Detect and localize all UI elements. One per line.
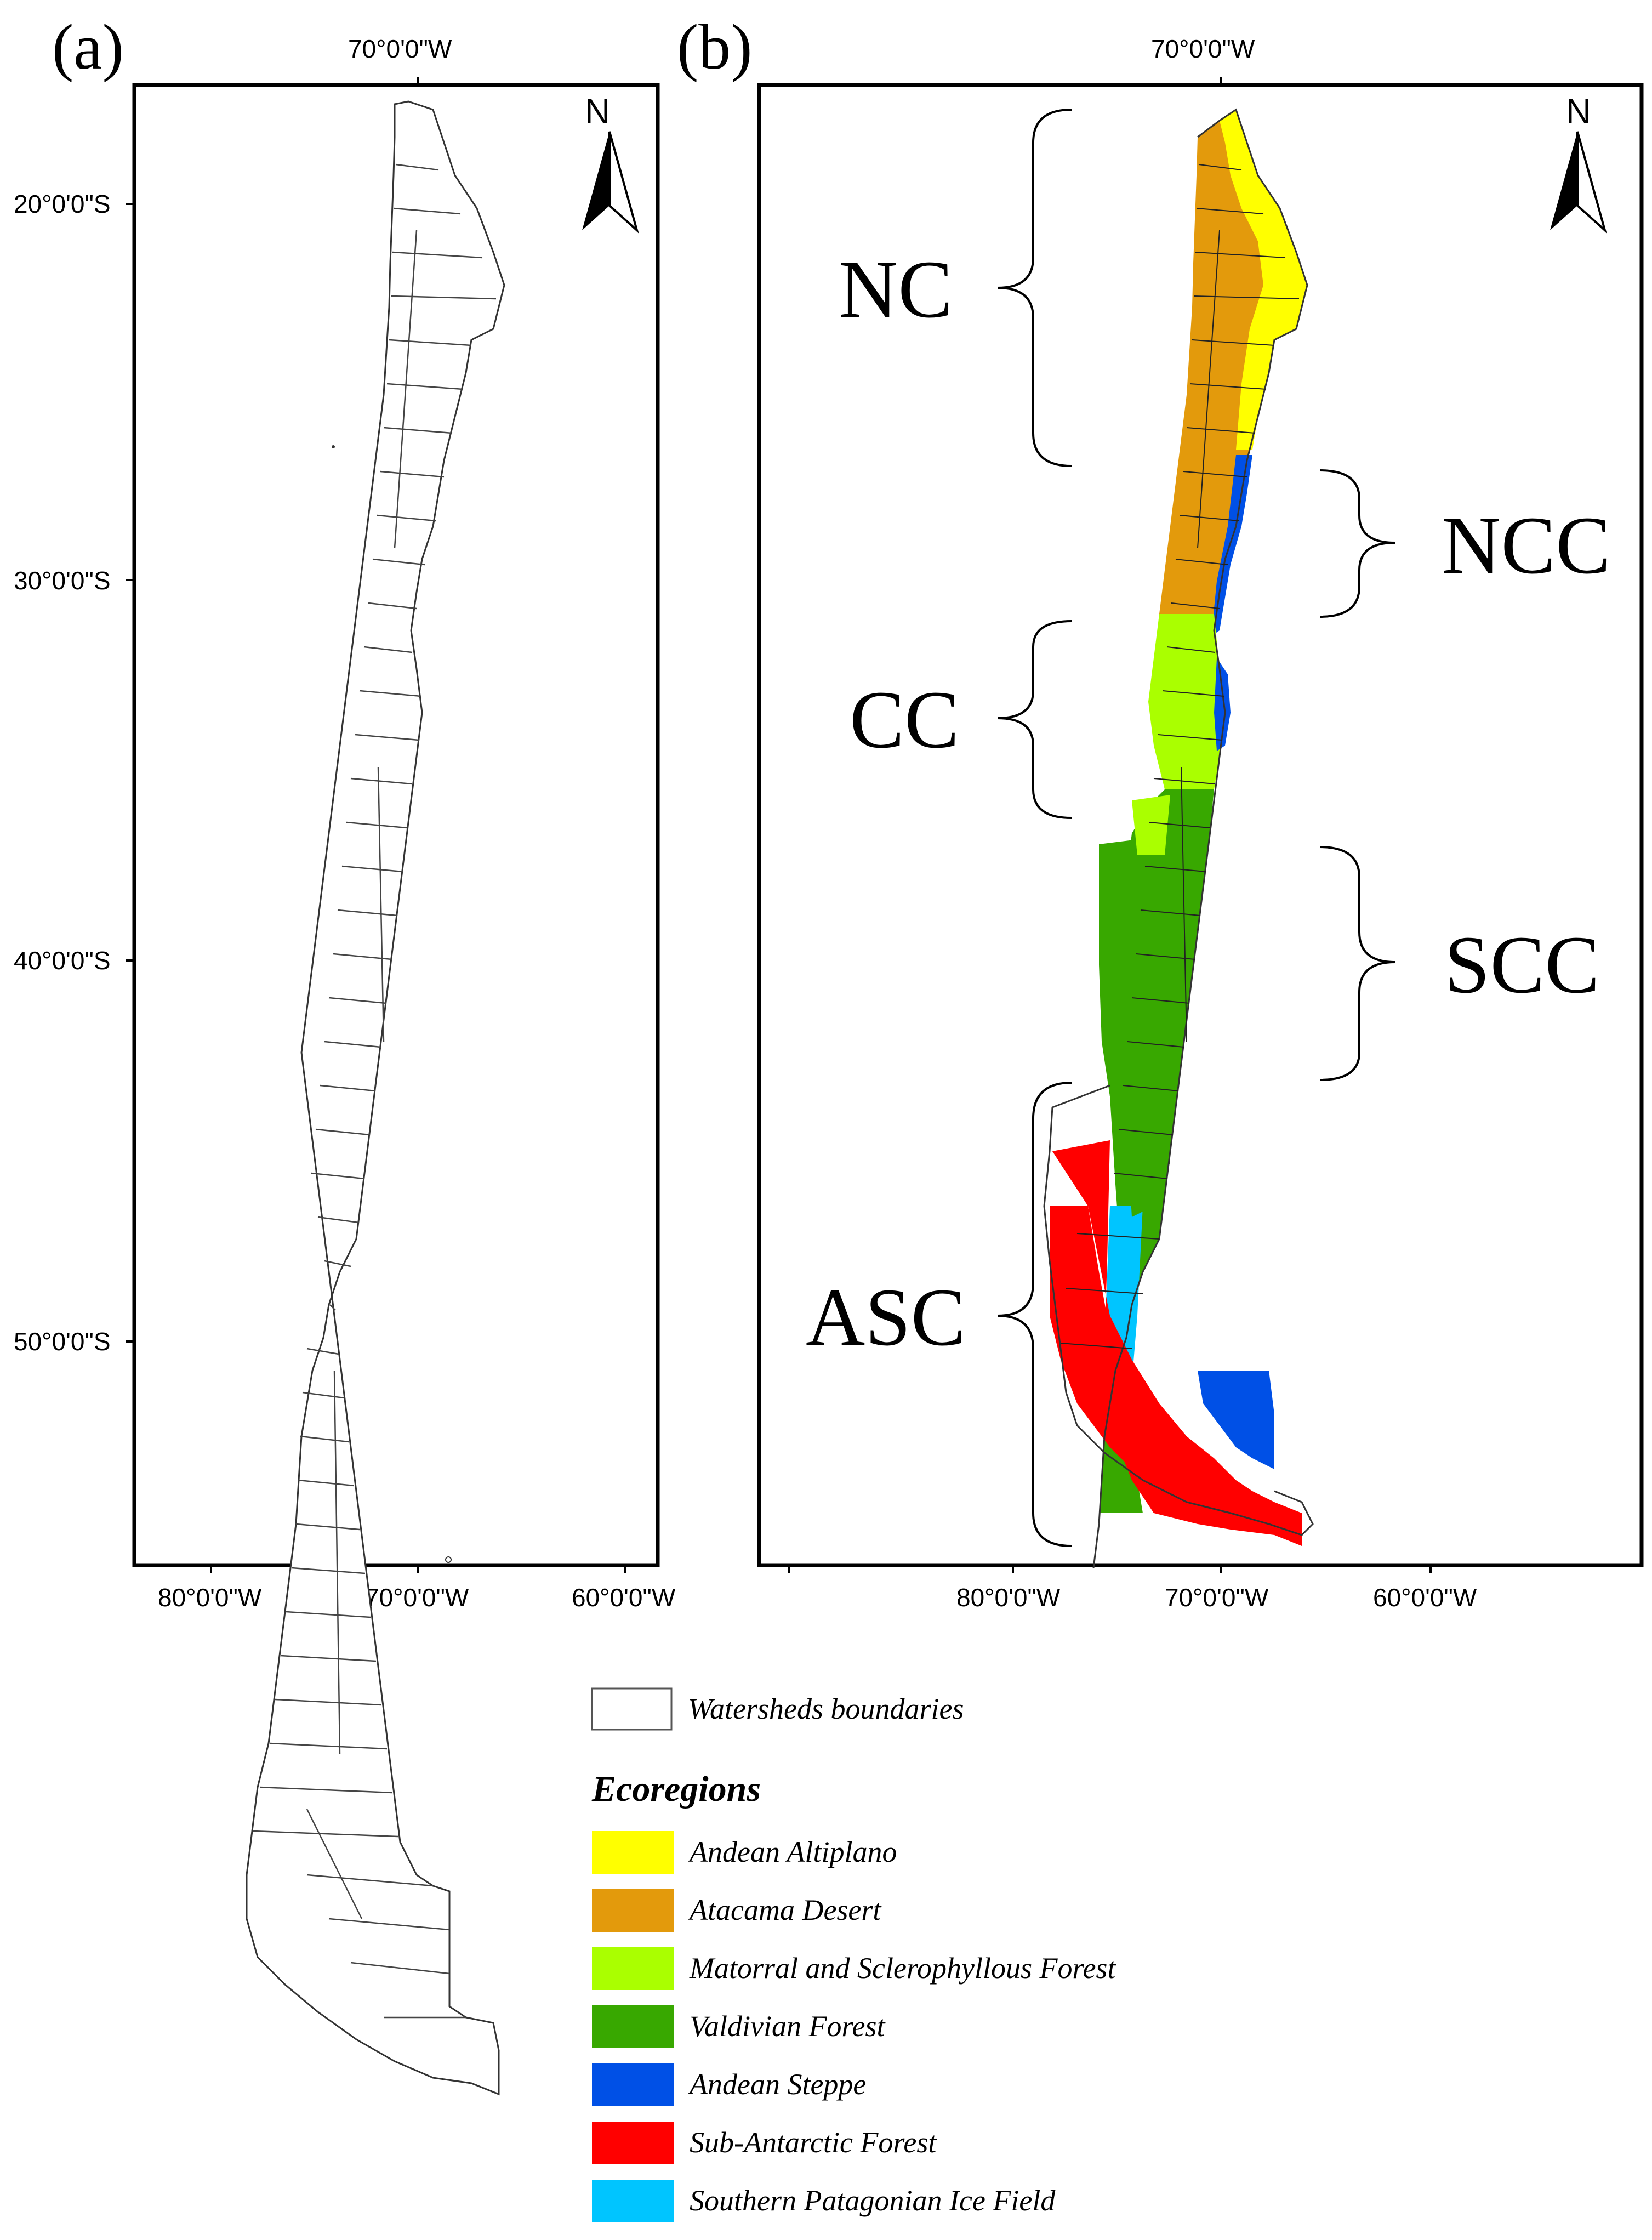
bracket-scc <box>1319 846 1395 1081</box>
panel-a-lon-label-70: 70°0'0"W <box>365 1583 469 1612</box>
panel-b-map <box>1043 108 1314 1568</box>
panel-b-lon-label-80: 80°0'0"W <box>956 1583 1061 1612</box>
legend-item-label-1: Atacama Desert <box>688 1894 882 1926</box>
panel-a-lat-label-40: 40°0'0"S <box>14 946 111 975</box>
panel-a-north-arrow: N <box>582 92 639 234</box>
legend-item-label-5: Sub-Antarctic Forest <box>690 2126 937 2159</box>
legend-item-label-0: Andean Altiplano <box>688 1835 897 1868</box>
zone-label-asc: ASC <box>806 1272 966 1363</box>
panel-a-label: (a) <box>52 11 124 83</box>
legend-swatch-1 <box>592 1889 674 1932</box>
legend-boundary-swatch <box>591 1687 673 1731</box>
region-andean-steppe-south <box>1198 1371 1274 1469</box>
bracket-cc <box>997 620 1072 819</box>
panel-a-lat-label-20: 20°0'0"S <box>14 190 111 218</box>
legend-swatch-2 <box>592 1947 674 1990</box>
panel-b-label: (b) <box>677 11 753 83</box>
legend-title: Ecoregions <box>591 1769 761 1809</box>
panel-a-top-lon-label: 70°0'0"W <box>348 35 452 63</box>
zone-brackets <box>997 109 1395 1547</box>
panel-b-frame <box>757 83 1644 1567</box>
zone-label-cc: CC <box>850 674 959 765</box>
region-andean-steppe-north <box>1211 455 1252 636</box>
north-arrow-label: N <box>585 92 610 131</box>
legend-item-label-3: Valdivian Forest <box>690 2010 886 2043</box>
region-matorral-south <box>1132 795 1170 855</box>
panel-a-frame <box>132 83 660 1567</box>
legend-swatch-5 <box>592 2122 674 2164</box>
panel-a-lon-label-80: 80°0'0"W <box>158 1583 262 1612</box>
legend-swatch-4 <box>592 2063 674 2106</box>
panel-a-lat-label-30: 30°0'0"S <box>14 566 111 595</box>
legend-swatch-0 <box>592 1831 674 1874</box>
north-arrow-label: N <box>1566 92 1591 131</box>
bracket-nc <box>997 109 1072 467</box>
region-matorral <box>1148 614 1225 789</box>
panel-a-map <box>246 100 505 2095</box>
region-andean-steppe-central <box>1214 658 1231 751</box>
panel-a-lat-label-50: 50°0'0"S <box>14 1327 111 1356</box>
region-sub-antarctic-west <box>1050 1206 1154 1469</box>
panel-a-lon-label-60: 60°0'0"W <box>572 1583 676 1612</box>
region-valdivian-forest-south <box>1126 1118 1170 1217</box>
panel-a-lat-ticks <box>126 77 626 1573</box>
legend: Watersheds boundaries Ecoregions Andean … <box>591 1687 1116 2222</box>
panel-b-lon-label-60: 60°0'0"W <box>1373 1583 1477 1612</box>
legend-swatch-6 <box>592 2180 674 2222</box>
region-valdivian-forest-coast <box>1099 839 1154 1096</box>
zone-label-scc: SCC <box>1444 919 1600 1010</box>
bracket-asc <box>997 1082 1072 1547</box>
legend-item-label-6: Southern Patagonian Ice Field <box>690 2184 1056 2217</box>
legend-boundary-label: Watersheds boundaries <box>688 1692 964 1725</box>
legend-item-label-4: Andean Steppe <box>688 2068 866 2101</box>
bracket-ncc <box>1319 469 1395 618</box>
zone-label-nc: NC <box>839 244 953 335</box>
panel-b-top-lon-label: 70°0'0"W <box>1151 35 1255 63</box>
region-sub-antarctic-forest <box>1052 1140 1302 1546</box>
zone-label-ncc: NCC <box>1442 500 1610 591</box>
panel-b-north-arrow: N <box>1550 92 1607 234</box>
legend-swatch-3 <box>592 2005 674 2048</box>
panel-b-ticks <box>788 77 1432 1573</box>
region-andean-altiplano <box>1220 110 1307 450</box>
legend-item-label-2: Matorral and Sclerophyllous Forest <box>689 1952 1116 1985</box>
panel-b-lon-label-70: 70°0'0"W <box>1165 1583 1269 1612</box>
